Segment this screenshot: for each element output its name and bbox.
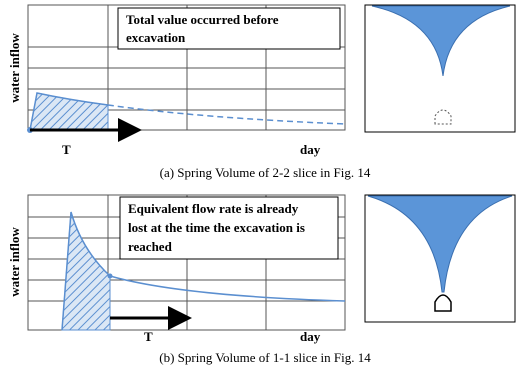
annotation-box bbox=[117, 7, 341, 50]
tunnel bbox=[434, 294, 452, 312]
reach-dot bbox=[107, 273, 113, 279]
time-label: T bbox=[144, 329, 153, 344]
inflow-curve bbox=[29, 92, 109, 131]
annotation-box bbox=[119, 196, 339, 260]
time-label: T bbox=[62, 142, 71, 157]
x-axis-label: day bbox=[300, 329, 321, 344]
annotation: reached bbox=[128, 239, 173, 254]
caption: (a) Spring Volume of 2-2 slice in Fig. 1… bbox=[160, 165, 371, 180]
inflow-curve bbox=[61, 211, 346, 331]
annotation: Equivalent flow rate is already bbox=[128, 201, 299, 216]
tunnel bbox=[434, 109, 452, 125]
y-axis-label: water inflow bbox=[7, 33, 22, 103]
panel-a: Total value occurred before excavation w… bbox=[7, 4, 516, 180]
panel-b: Equivalent flow rate is already lost at … bbox=[7, 194, 516, 365]
inflow-curve-dashed bbox=[107, 104, 346, 125]
spring-funnel bbox=[367, 195, 513, 293]
x-axis-label: day bbox=[300, 142, 321, 157]
annotation: Total value occurred before bbox=[126, 12, 279, 27]
caption: (b) Spring Volume of 1-1 slice in Fig. 1… bbox=[159, 350, 371, 365]
spring-funnel bbox=[371, 5, 511, 77]
annotation: excavation bbox=[126, 30, 186, 45]
annotation: lost at the time the excavation is bbox=[128, 220, 305, 235]
y-axis-label: water inflow bbox=[7, 227, 22, 297]
